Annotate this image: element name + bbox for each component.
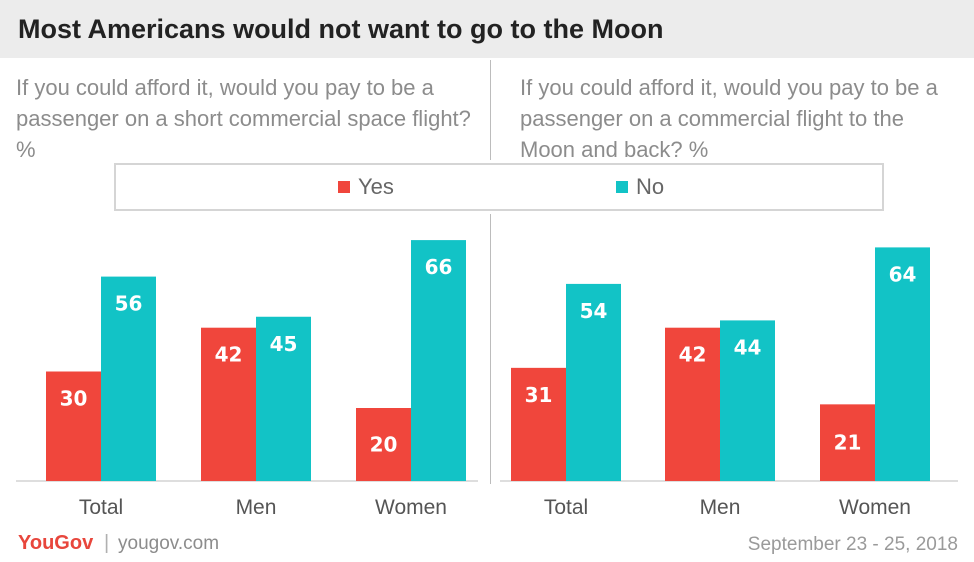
bar-no-women <box>411 240 466 481</box>
data-label: 64 <box>889 262 917 286</box>
bar-no-men <box>256 316 311 481</box>
category-label: Total <box>79 496 123 519</box>
category-label: Men <box>700 496 741 519</box>
category-label: Women <box>839 496 911 519</box>
legend-label-no: No <box>636 174 665 199</box>
data-label: 20 <box>370 433 398 457</box>
bar-yes-total <box>46 371 101 481</box>
panel-divider-top <box>490 60 491 160</box>
legend-swatch-yes <box>338 181 350 193</box>
data-label: 44 <box>734 335 762 359</box>
category-label: Total <box>544 496 588 519</box>
legend-label-yes: Yes <box>358 174 394 199</box>
category-label: Women <box>375 496 447 519</box>
chart-title: Most Americans would not want to go to t… <box>18 14 664 44</box>
right-chart-question: If you could afford it, would you pay to… <box>520 75 938 162</box>
legend-item-no: No <box>616 165 664 209</box>
bar-no-men <box>720 320 775 481</box>
data-label: 45 <box>270 332 298 356</box>
data-label: 42 <box>679 343 707 367</box>
footer-site: yougov.com <box>118 533 220 554</box>
data-label: 21 <box>834 431 862 455</box>
footer-separator: | <box>104 532 110 554</box>
panel-divider-bottom <box>490 214 491 484</box>
bar-yes-women <box>820 404 875 481</box>
data-label: 56 <box>115 292 143 316</box>
data-label: 66 <box>425 255 453 279</box>
legend-item-yes: Yes <box>338 165 394 209</box>
left-chart-question: If you could afford it, would you pay to… <box>16 75 471 162</box>
bar-no-women <box>875 247 930 481</box>
bar-yes-women <box>356 408 411 481</box>
data-label: 30 <box>60 387 88 411</box>
data-label: 54 <box>580 299 608 323</box>
data-label: 42 <box>215 343 243 367</box>
bar-no-total <box>101 276 156 481</box>
legend: Yes No <box>114 163 884 211</box>
footer-date: September 23 - 25, 2018 <box>747 534 958 555</box>
yougov-logo: YouGov <box>18 532 94 554</box>
title-bar: Most Americans would not want to go to t… <box>0 0 974 58</box>
legend-swatch-no <box>616 181 628 193</box>
data-label: 31 <box>525 383 553 407</box>
bar-no-total <box>566 283 621 481</box>
bar-yes-total <box>511 367 566 481</box>
bar-yes-men <box>201 327 256 481</box>
bar-yes-men <box>665 327 720 481</box>
category-label: Men <box>236 496 277 519</box>
